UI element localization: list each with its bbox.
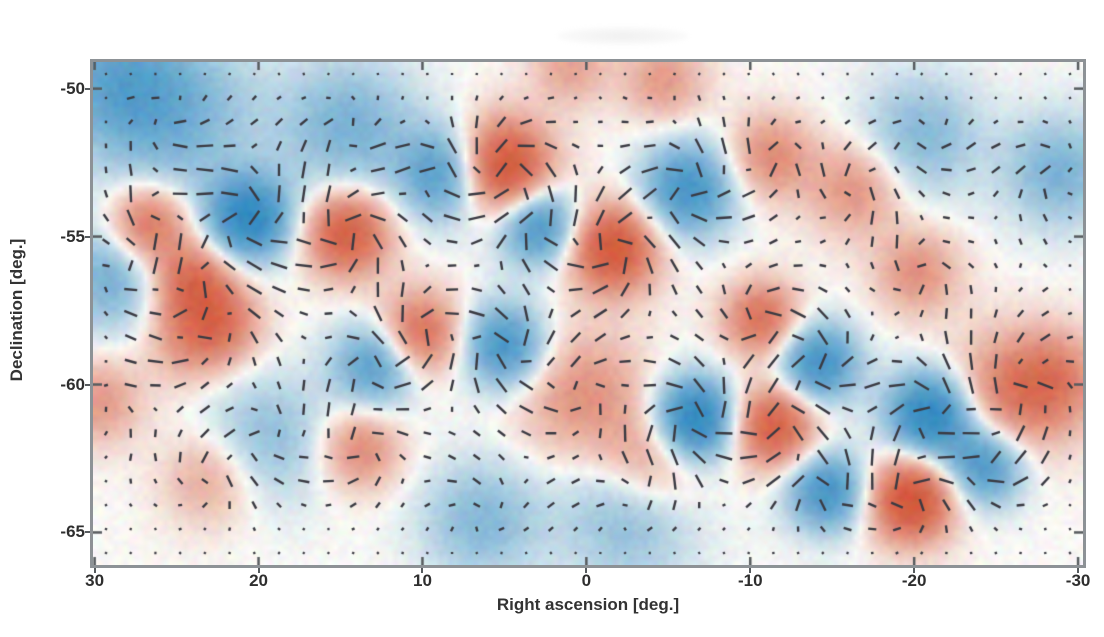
x-tick-label: 10 <box>412 571 432 590</box>
y-tick-mark <box>85 531 90 534</box>
x-tick-label: 20 <box>249 571 268 590</box>
x-tick-label: -20 <box>901 571 927 590</box>
x-tick-mark <box>257 568 260 573</box>
y-tick-label: -60 <box>60 374 85 394</box>
y-tick-mark <box>85 87 90 90</box>
x-tick-mark <box>749 568 752 573</box>
x-tick-mark <box>913 568 916 573</box>
y-tick-label: -65 <box>60 522 85 542</box>
x-axis-label: Right ascension [deg.] <box>496 595 680 614</box>
x-tick-mark <box>421 568 424 573</box>
x-tick-label: -10 <box>737 571 763 590</box>
x-tick-label: -30 <box>1065 571 1091 590</box>
y-axis-label: Declination [deg.] <box>7 238 26 382</box>
y-tick-label: -50 <box>60 78 85 98</box>
x-tick-label: 30 <box>85 571 105 590</box>
x-tick-mark <box>1077 568 1080 573</box>
y-tick-mark <box>85 235 90 238</box>
polarization-field-canvas <box>93 62 1083 565</box>
x-tick-label: 0 <box>581 571 592 590</box>
y-tick-mark <box>85 383 90 386</box>
y-tick-label: -55 <box>60 226 85 246</box>
faint-watermark-smudge <box>557 27 689 45</box>
x-tick-mark <box>93 568 96 573</box>
x-tick-mark <box>585 568 588 573</box>
plot-area: 30 20 10 0 -10 -20 -30 -50 -55 -60 -65 <box>60 59 1090 590</box>
